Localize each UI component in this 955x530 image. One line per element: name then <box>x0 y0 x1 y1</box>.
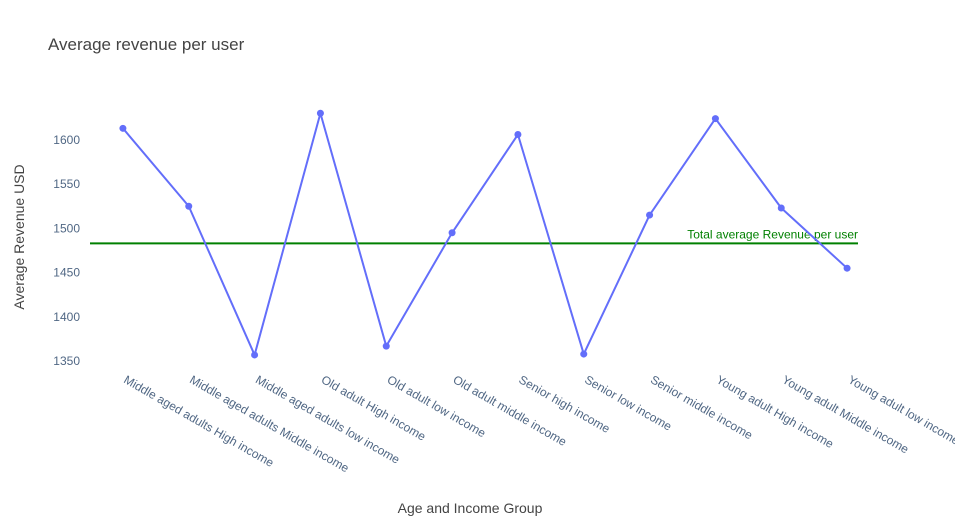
x-tick-label: Young adult low income <box>846 372 955 447</box>
data-point <box>316 109 324 117</box>
x-tick-label: Young adult Middle income <box>780 372 912 456</box>
data-point <box>514 131 522 139</box>
x-tick-label: Young adult High income <box>714 372 836 451</box>
y-tick-label: 1600 <box>53 133 80 147</box>
reference-line-label: Total average Revenue per user <box>687 227 858 241</box>
y-tick-label: 1550 <box>53 177 80 191</box>
y-axis-title: Average Revenue USD <box>11 164 27 309</box>
data-point <box>580 350 588 358</box>
y-tick-label: 1350 <box>53 354 80 368</box>
series-layer <box>119 109 851 359</box>
data-point <box>843 264 851 272</box>
data-point <box>119 124 127 132</box>
chart-title: Average revenue per user <box>48 35 245 54</box>
data-point <box>382 342 390 350</box>
series-line <box>122 112 848 356</box>
data-point <box>777 204 785 212</box>
y-tick-label: 1450 <box>53 266 80 280</box>
y-tick-label: 1400 <box>53 310 80 324</box>
x-axis-title: Age and Income Group <box>398 500 543 516</box>
data-point <box>251 351 259 359</box>
x-tick-label: Old adult middle income <box>451 372 570 449</box>
data-point <box>646 211 654 219</box>
y-tick-label: 1500 <box>53 221 80 235</box>
data-point <box>185 202 193 210</box>
y-tick-labels: 1350 1400 1450 1500 1550 1600 <box>53 133 80 368</box>
data-point <box>448 229 456 237</box>
data-point <box>711 115 719 123</box>
